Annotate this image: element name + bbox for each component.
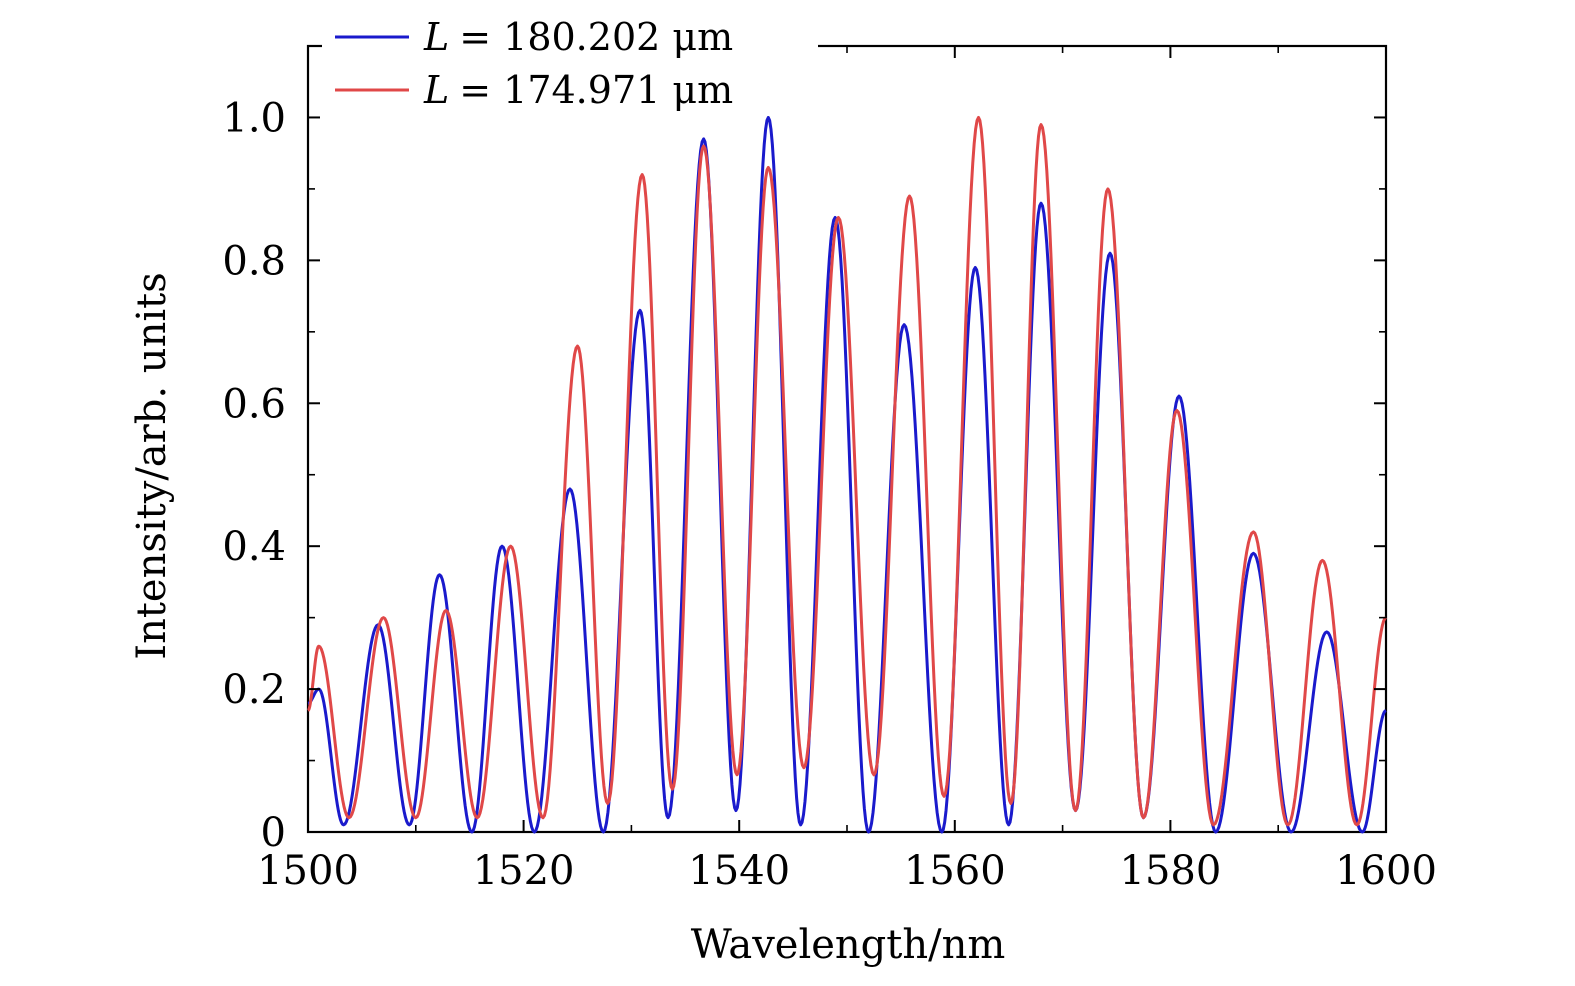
x-tick-label: 1600 [1335,848,1437,894]
y-tick-label: 1.0 [222,95,286,141]
legend-symbol-series-1: L [423,15,449,59]
axis-ticks [307,46,1387,833]
legend-label-series-2: L = 174.971 μm [423,68,733,112]
series-lines [306,115,1387,834]
y-tick-label: 0 [261,810,286,856]
y-tick-label: 0.6 [222,381,286,427]
legend-value-series-2: = 174.971 μm [459,68,733,112]
x-axis-label: Wavelength/nm [691,922,1006,968]
series-line-1 [306,115,1387,834]
x-tick-label: 1520 [473,848,575,894]
axis-tick-labels: 1500 1520 1540 1560 1580 1600 0 0.2 0.4 0.6 0.8 1.0 [222,95,1437,894]
series-line-2 [306,115,1387,827]
legend-value-series-1: = 180.202 μm [459,15,733,59]
plot-frame [306,44,1388,834]
y-tick-label: 0.2 [222,667,286,713]
legend: L = 180.202 μm L = 174.971 μm [322,15,818,116]
y-axis-label: Intensity/arb. units [129,272,175,659]
legend-label-series-1: L = 180.202 μm [423,15,733,59]
x-tick-label: 1540 [688,848,790,894]
x-tick-label: 1580 [1120,848,1222,894]
x-tick-label: 1560 [904,848,1006,894]
legend-symbol-series-2: L [423,68,449,112]
y-tick-label: 0.4 [222,524,286,570]
y-tick-label: 0.8 [222,238,286,284]
x-tick-label: 1500 [257,848,359,894]
plot-border [306,44,1388,834]
